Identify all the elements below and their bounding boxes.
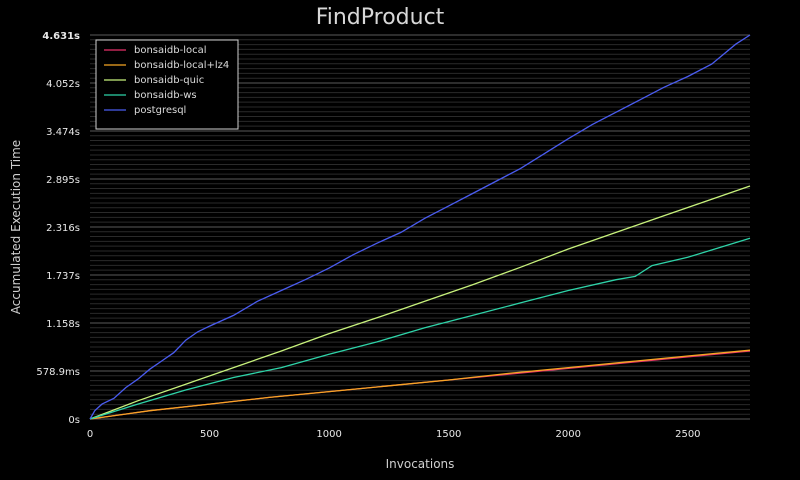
- y-tick-label: 4.052s: [46, 79, 80, 90]
- y-tick-label: 3.474s: [46, 127, 80, 138]
- x-tick-label: 2500: [675, 429, 700, 440]
- tick-labels: 0s 578.9ms 1.158s 1.737s 2.316s 2.895s 3.474s 4…: [36, 31, 700, 440]
- x-tick-label: 1000: [316, 429, 341, 440]
- y-tick-label: 1.737s: [46, 271, 80, 282]
- chart-title: FindProduct: [316, 5, 445, 30]
- series-line-bonsaidb-quic: [89, 185, 751, 420]
- legend-label: bonsaidb-local: [134, 45, 207, 56]
- y-tick-label: 1.158s: [46, 319, 80, 330]
- y-tick-label: 4.631s: [42, 31, 80, 42]
- series-lines: [89, 34, 751, 420]
- series-line-bonsaidb-local-lz4: [89, 349, 751, 420]
- legend-label: bonsaidb-local+lz4: [134, 60, 229, 71]
- x-tick-label: 0: [87, 429, 93, 440]
- series-line-bonsaidb-ws: [89, 237, 751, 420]
- legend-label: postgresql: [134, 105, 186, 116]
- x-tick-label: 2000: [556, 429, 581, 440]
- x-axis-title: Invocations: [386, 457, 455, 471]
- series-line-postgresql: [89, 34, 751, 420]
- legend-label: bonsaidb-ws: [134, 90, 197, 101]
- legend-box: [95, 39, 239, 130]
- x-tick-label: 500: [200, 429, 219, 440]
- legend-label: bonsaidb-quic: [134, 75, 204, 86]
- y-tick-label: 2.895s: [46, 175, 80, 186]
- y-tick-label: 2.316s: [46, 223, 80, 234]
- y-axis-title: Accumulated Execution Time: [9, 140, 23, 314]
- legend: bonsaidb-local bonsaidb-local+lz4 bonsaidb…: [95, 39, 239, 130]
- y-tick-label: 578.9ms: [36, 367, 80, 378]
- y-tick-label: 0s: [68, 415, 80, 426]
- x-tick-label: 1500: [436, 429, 461, 440]
